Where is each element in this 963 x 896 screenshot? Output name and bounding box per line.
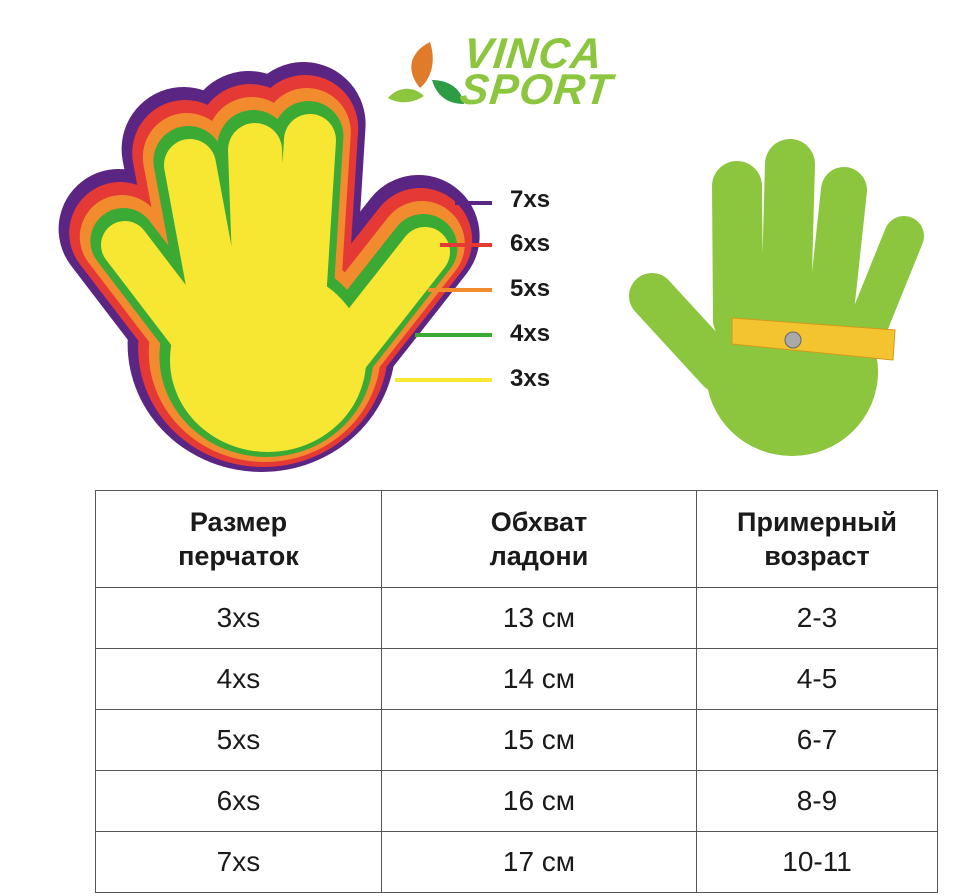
cell-palm-girth: 17 см <box>380 831 698 893</box>
hand-layer-3xs <box>101 114 450 452</box>
cell-age: 4-5 <box>696 648 938 710</box>
header-palm-girth: Обхват ладони <box>380 490 698 588</box>
size-label-3xs: 3xs <box>510 365 551 392</box>
cell-palm-girth: 13 см <box>380 587 698 649</box>
layered-hand-sizes-icon <box>58 62 480 472</box>
cell-size: 4xs <box>95 648 382 710</box>
logo-line2: SPORT <box>457 66 615 114</box>
table-row: 5xs 15 см 6-7 <box>95 709 938 771</box>
table-row: 7xs 17 см 10-11 <box>95 831 938 893</box>
size-label-4xs: 4xs <box>510 320 551 347</box>
table-row: 3xs 13 см 2-3 <box>95 587 938 649</box>
cell-age: 6-7 <box>696 709 938 771</box>
size-label-6xs: 6xs <box>510 230 551 257</box>
cell-age: 8-9 <box>696 770 938 832</box>
cell-palm-girth: 14 см <box>380 648 698 710</box>
illustration <box>58 42 924 472</box>
header-size: Размер перчаток <box>95 490 382 588</box>
table-row: 4xs 14 см 4-5 <box>95 648 938 710</box>
size-legend-lines <box>395 201 492 382</box>
cell-size: 5xs <box>95 709 382 771</box>
table-row: 6xs 16 см 8-9 <box>95 770 938 832</box>
cell-palm-girth: 15 см <box>380 709 698 771</box>
header-age: Примерный возраст <box>696 490 938 588</box>
size-table: Размер перчаток Обхват ладони Примерный … <box>95 490 938 893</box>
brand-logo: VINCA SPORT <box>457 30 618 114</box>
cell-size: 7xs <box>95 831 382 893</box>
cell-age: 2-3 <box>696 587 938 649</box>
cell-age: 10-11 <box>696 831 938 893</box>
size-label-7xs: 7xs <box>510 186 551 213</box>
measuring-hand-icon <box>629 139 924 456</box>
table-header-row: Размер перчаток Обхват ладони Примерный … <box>95 490 938 588</box>
cell-size: 3xs <box>95 587 382 649</box>
logo-leaves-icon <box>388 42 464 104</box>
cell-size: 6xs <box>95 770 382 832</box>
cell-palm-girth: 16 см <box>380 770 698 832</box>
size-label-5xs: 5xs <box>510 275 551 302</box>
